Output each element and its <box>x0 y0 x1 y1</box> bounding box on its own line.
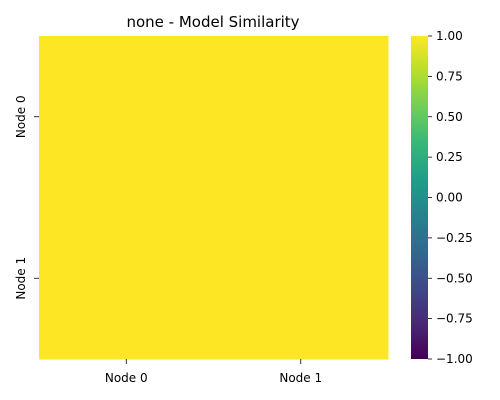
heatmap-cells <box>39 36 389 360</box>
colorbar-tick-label: 0.25 <box>436 150 463 164</box>
y-tick-label: Node 1 <box>14 257 28 300</box>
colorbar-tick-label: −0.50 <box>436 271 473 285</box>
colorbar: 1.00 0.75 0.50 0.25 0.00 −0.25 −0.50 −0.75 −1.00 <box>411 29 473 366</box>
x-tick-label: Node 1 <box>279 371 322 385</box>
heatmap-cell <box>213 36 389 198</box>
colorbar-tick-label: 0.50 <box>436 110 463 124</box>
y-tick-label: Node 0 <box>14 95 28 138</box>
heatmap-cell <box>213 197 389 360</box>
colorbar-gradient <box>411 36 428 359</box>
colorbar-tick-label: −1.00 <box>436 352 473 366</box>
colorbar-tick-label: 0.75 <box>436 69 463 83</box>
colorbar-tick-label: 1.00 <box>436 29 463 43</box>
chart-title: none - Model Similarity <box>126 13 299 31</box>
heatmap-cell <box>39 197 214 360</box>
x-axis: Node 0 Node 1 <box>105 359 322 385</box>
colorbar-tick-label: −0.25 <box>436 231 473 245</box>
colorbar-tick-label: 0.00 <box>436 191 463 205</box>
y-axis: Node 0 Node 1 <box>14 95 39 300</box>
x-tick-label: Node 0 <box>105 371 148 385</box>
heatmap-cell <box>39 36 214 198</box>
colorbar-tick-label: −0.75 <box>436 312 473 326</box>
